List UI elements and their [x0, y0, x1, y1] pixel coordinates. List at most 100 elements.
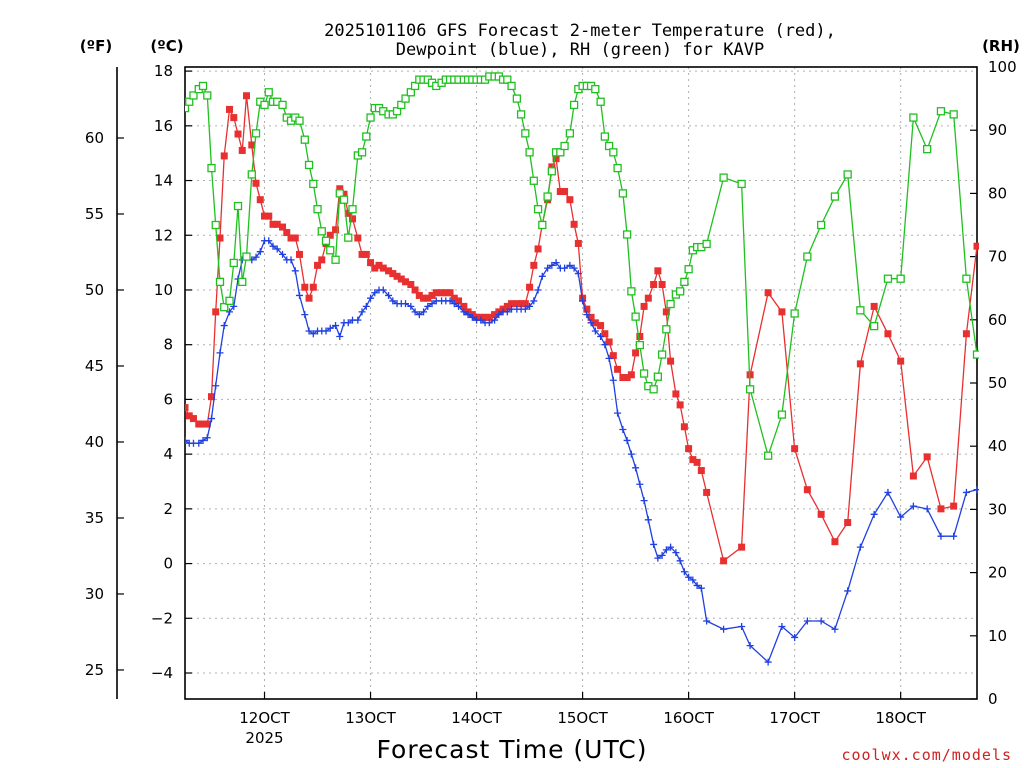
- dewpoint-point: [923, 505, 931, 513]
- rh-point: [622, 230, 632, 239]
- rh-tick-label: 30: [988, 500, 1007, 518]
- temperature-point: [778, 308, 786, 316]
- rh-point: [702, 239, 711, 249]
- rh-point: [777, 410, 787, 419]
- dewpoint-point: [305, 327, 313, 335]
- dewpoint-point: [627, 450, 635, 458]
- dewpoint-point: [720, 625, 728, 633]
- rh-point: [529, 176, 538, 185]
- dewpoint-point: [605, 354, 613, 362]
- rh-point: [317, 227, 326, 236]
- celsius-tick-label: −4: [151, 664, 173, 682]
- temperature-point: [291, 234, 299, 242]
- temperature-point: [305, 294, 313, 302]
- temperature-point: [185, 412, 193, 420]
- dewpoint-point: [269, 242, 277, 250]
- temperature-point: [950, 502, 958, 510]
- x-tick-label: 17OCT: [769, 709, 820, 727]
- rh-point: [392, 107, 402, 116]
- temperature-point: [230, 114, 238, 122]
- x-tick-label: 14OCT: [451, 709, 502, 727]
- dewpoint-point: [468, 313, 476, 321]
- dewpoint-point: [870, 510, 878, 518]
- temperature-point: [265, 212, 273, 220]
- rh-point: [653, 372, 663, 381]
- temperature-point: [332, 226, 340, 234]
- celsius-tick-label: 2: [163, 500, 173, 518]
- temperature-point: [212, 308, 220, 316]
- rh-point: [830, 192, 840, 201]
- rh-point: [604, 141, 614, 151]
- dewpoint-point: [697, 584, 705, 592]
- dewpoint-point: [831, 625, 839, 633]
- temperature-point: [662, 308, 670, 316]
- dewpoint-point: [185, 436, 189, 444]
- rh-point: [745, 385, 755, 394]
- rh-point: [516, 110, 526, 119]
- celsius-tick-label: 4: [163, 445, 173, 463]
- dewpoint-point: [640, 497, 648, 505]
- plot-frame: [184, 66, 978, 700]
- rh-point: [790, 309, 799, 318]
- rh-point: [185, 97, 194, 106]
- dewpoint-point: [411, 308, 419, 316]
- temperature-point: [279, 223, 287, 231]
- temperature-point: [508, 300, 516, 308]
- celsius-tick-label: 16: [154, 117, 173, 135]
- dewpoint-point: [587, 319, 595, 327]
- rh-point: [339, 195, 349, 204]
- x-tick-sublabel: 2025: [245, 729, 283, 747]
- celsius-tick-label: 6: [163, 390, 173, 408]
- temperature-point: [561, 187, 569, 195]
- x-axis-title: Forecast Time (UTC): [377, 735, 648, 764]
- rh-point: [569, 100, 579, 110]
- temperature-point: [517, 300, 525, 308]
- dewpoint-point: [579, 297, 587, 305]
- dewpoint-point: [279, 250, 287, 258]
- fahrenheit-axis-unit: (ºF): [80, 37, 112, 55]
- dewpoint-point: [534, 286, 542, 294]
- temperature-point: [242, 92, 250, 100]
- dewpoint-point: [619, 426, 627, 434]
- dewpoint-point: [561, 264, 569, 272]
- gridlines: [185, 67, 977, 699]
- rh-point: [657, 350, 667, 359]
- dewpoint-point: [208, 415, 216, 423]
- temperature-point: [371, 264, 379, 272]
- temperature-point: [185, 404, 189, 412]
- temperature-point: [720, 557, 728, 565]
- rh-point: [198, 81, 208, 91]
- axes: [116, 66, 978, 700]
- dewpoint-point: [389, 297, 397, 305]
- temperature-point: [389, 270, 397, 278]
- temperature-point: [627, 371, 635, 379]
- dewpoint-point: [485, 319, 493, 327]
- dewpoint-point: [791, 633, 799, 641]
- rh-point: [547, 167, 556, 176]
- temperature-point: [450, 294, 458, 302]
- celsius-tick-label: 8: [163, 336, 173, 354]
- temperature-point: [287, 234, 295, 242]
- temperature-point: [379, 264, 387, 272]
- rh-point: [591, 84, 600, 94]
- rh-point: [923, 145, 932, 154]
- rh-point: [962, 274, 971, 283]
- temperature-point: [491, 311, 499, 319]
- celsius-tick-label: −2: [151, 609, 173, 627]
- dewpoint-point: [844, 587, 852, 595]
- dewpoint-point: [685, 573, 693, 581]
- temperature-point: [764, 289, 772, 297]
- rh-point: [229, 258, 238, 268]
- dewpoint-point: [491, 316, 499, 324]
- temperature-point: [503, 302, 511, 310]
- dewpoint-point: [464, 311, 472, 319]
- rh-point: [596, 97, 605, 106]
- rh-point: [326, 246, 335, 255]
- dewpoint-point: [256, 248, 264, 256]
- dewpoint-point: [614, 409, 622, 417]
- temperature-point: [623, 374, 631, 382]
- fahrenheit-tick-label: 60: [85, 129, 104, 147]
- x-tick-label: 12OCT: [239, 709, 290, 727]
- rh-tick-label: 60: [988, 311, 1007, 329]
